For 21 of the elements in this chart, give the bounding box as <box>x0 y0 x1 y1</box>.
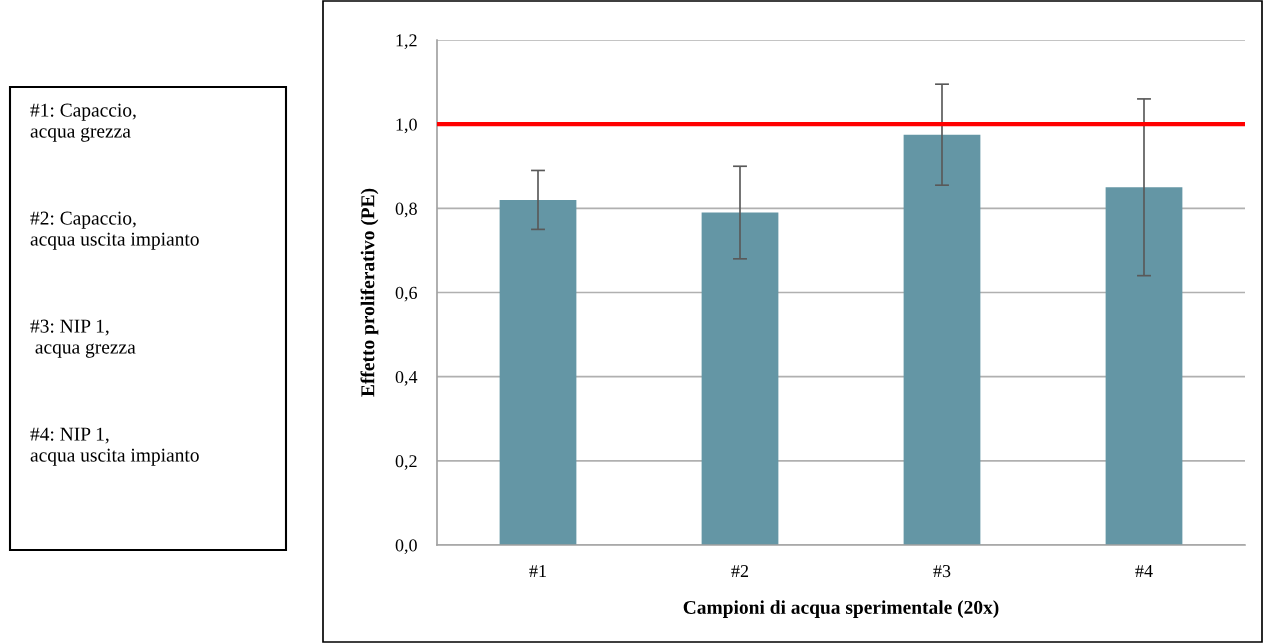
bar <box>903 134 981 545</box>
y-tick-label: 0,8 <box>395 202 417 218</box>
text: #2: Capaccio, acqua uscita impianto <box>30 211 199 250</box>
y-tick-label: 1,0 <box>396 118 417 134</box>
x-tick-label: #3 <box>933 565 951 578</box>
y-tick-label: 0,0 <box>395 539 417 555</box>
text: #3: NIP 1, acqua grezza <box>30 319 136 358</box>
text: #1: Capaccio, acqua grezza <box>30 103 136 142</box>
x-tick-label: #1 <box>529 565 546 577</box>
y-tick-label: 0,4 <box>395 370 418 386</box>
y-tick-label: 1,2 <box>396 34 417 50</box>
y-tick-label: 0,2 <box>395 455 417 470</box>
bar <box>701 212 779 545</box>
bar <box>499 199 577 545</box>
x-axis-title: Campioni di acqua sperimentale (20x) <box>683 600 999 618</box>
y-tick-label: 0,6 <box>395 286 418 302</box>
x-tick-label: #4 <box>1135 565 1153 577</box>
bar <box>1105 187 1183 545</box>
text: #4: NIP 1, acqua uscita impianto <box>30 427 199 466</box>
x-tick-label: #2 <box>731 565 749 577</box>
y-axis-title: Effetto proliferativo (PE) <box>360 188 379 397</box>
